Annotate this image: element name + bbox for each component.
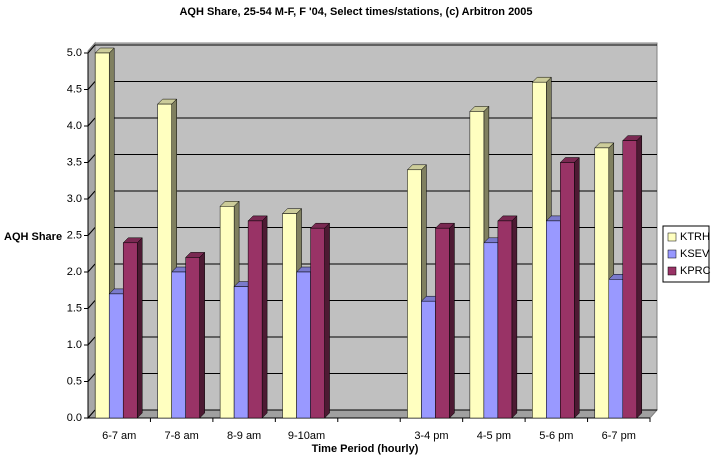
grid-line-side [87, 81, 96, 90]
y-tick-label: 2.0 [67, 266, 82, 278]
bar [122, 242, 138, 419]
bar [171, 271, 186, 419]
bar [532, 81, 547, 419]
bar [282, 213, 297, 419]
legend-swatch [667, 232, 677, 242]
bar-side [136, 237, 143, 419]
y-tick-label: 1.0 [67, 339, 82, 351]
grid-line-side [87, 190, 96, 200]
bar [622, 140, 638, 419]
bar-side [636, 134, 643, 419]
y-tick-label: 2.5 [67, 229, 82, 241]
y-tick-label: 4.5 [67, 83, 82, 95]
y-tick-label: 3.0 [67, 193, 82, 205]
y-tick-label: 1.5 [67, 302, 82, 314]
bar [157, 103, 172, 419]
bar [247, 220, 263, 419]
bar [407, 169, 422, 419]
grid-line-side [87, 227, 96, 236]
x-tick-label: 6-7 pm [602, 430, 636, 442]
bar [94, 52, 110, 419]
bar [497, 220, 513, 419]
bar [233, 286, 249, 419]
grid-line-side [87, 336, 96, 346]
legend-swatch [667, 249, 677, 259]
x-axis-label: Time Period (hourly) [312, 443, 419, 455]
bar [219, 206, 235, 419]
legend-label: KPRC [680, 265, 711, 277]
x-tick-label: 8-9 am [227, 430, 261, 442]
grid-line-side [87, 409, 96, 419]
bar [435, 227, 450, 419]
bar [421, 300, 436, 419]
grid-line-side [87, 154, 96, 163]
side-wall [87, 41, 96, 420]
bar [310, 227, 325, 419]
bar-side [574, 156, 580, 419]
legend-swatch [667, 266, 677, 276]
bar [560, 162, 575, 419]
x-tick-label: 4-5 pm [477, 430, 511, 442]
x-tick-label: 9-10am [288, 430, 325, 442]
bar-side [261, 215, 268, 419]
bar [185, 257, 200, 419]
x-tick-label: 6-7 am [102, 430, 136, 442]
grid-line-side [87, 44, 96, 54]
bar [108, 293, 124, 419]
y-tick-label: 0.5 [67, 375, 82, 387]
grid-line-side [87, 263, 96, 273]
bar-side [449, 222, 455, 419]
y-tick-label: 0.0 [67, 412, 82, 424]
y-axis-label: AQH Share [4, 231, 62, 243]
bar-side [511, 215, 518, 419]
bar [483, 242, 499, 419]
chart-title: AQH Share, 25-54 M-F, F '04, Select time… [179, 6, 532, 18]
legend-label: KTRH [680, 231, 710, 243]
bar-side [199, 251, 205, 419]
y-tick-label: 4.0 [67, 120, 82, 132]
bar [594, 147, 610, 419]
bar [469, 111, 485, 419]
bar-side [324, 222, 330, 419]
grid-line-side [87, 300, 96, 309]
grid-line-side [87, 373, 96, 382]
bar [296, 271, 311, 419]
x-tick-label: 7-8 am [165, 430, 199, 442]
x-tick-label: 3-4 pm [414, 430, 448, 442]
y-tick-label: 3.5 [67, 156, 82, 168]
y-tick-label: 5.0 [67, 47, 82, 59]
bar [608, 279, 624, 419]
legend-label: KSEV [680, 248, 710, 260]
x-tick-label: 5-6 pm [539, 430, 573, 442]
bar [546, 220, 561, 419]
grid-line-side [87, 117, 96, 127]
